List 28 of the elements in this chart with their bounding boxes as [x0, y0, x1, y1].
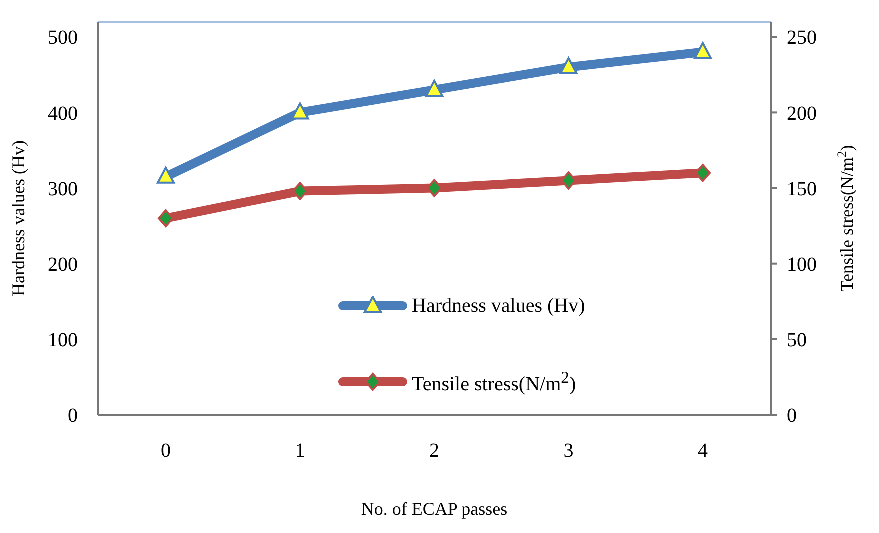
point: [694, 42, 712, 60]
y-tick-label: 500: [48, 27, 78, 50]
y-tick-label: 100: [48, 330, 78, 352]
y2-tick-label: 200: [787, 102, 817, 125]
point: [426, 80, 444, 98]
point: [560, 57, 578, 74]
point: [695, 164, 711, 182]
x-tick-label: 3: [564, 440, 574, 462]
y2-tick-label: 100: [787, 254, 817, 276]
point: [426, 179, 442, 198]
x-tick-label: 1: [295, 440, 306, 462]
x-tick-label: 0: [161, 440, 171, 462]
y-axis-title: Hardness values (Hv): [8, 140, 28, 296]
y-tick-label: 0: [68, 405, 78, 428]
y-tick-label: 300: [48, 178, 78, 200]
legend-label: Hardness values (Hv): [412, 294, 586, 316]
y2-tick-label: 250: [787, 27, 817, 50]
y2-tick-label: 0: [787, 405, 797, 428]
y2-tick-label: 50: [787, 330, 807, 352]
point: [157, 166, 175, 184]
y2-tick-label: 150: [787, 178, 817, 200]
y-tick-label: 400: [48, 102, 78, 125]
y-tick-label: 200: [48, 254, 78, 276]
x-axis-title: No. of ECAP passes: [361, 499, 508, 519]
x-tick-label: 2: [430, 440, 440, 462]
point: [158, 210, 174, 228]
legend-label: Tensile stress(N/m$^{2}$): [412, 368, 576, 396]
x-tick-label: 4: [698, 440, 708, 462]
